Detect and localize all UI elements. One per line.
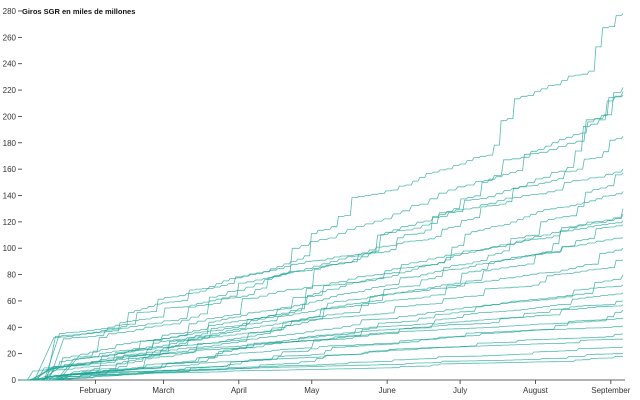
y-tick-label: 80 — [7, 271, 16, 280]
series-line-s11 — [20, 220, 624, 381]
x-tick-label: April — [231, 386, 247, 395]
chart-title: Giros SGR en miles de millones — [22, 7, 135, 16]
series-line-s16 — [20, 274, 624, 381]
y-tick-label: 200 — [3, 112, 17, 121]
series-line-s20 — [20, 304, 624, 381]
x-tick-label: September — [591, 386, 630, 395]
y-tick-label: 60 — [7, 297, 16, 306]
y-tick-label: 220 — [3, 86, 17, 95]
y-tick-label: 20 — [7, 350, 16, 359]
y-tick-label: 240 — [3, 60, 17, 69]
series-line-s6 — [20, 168, 624, 381]
y-tick-label: 140 — [3, 192, 17, 201]
x-tick-label: July — [453, 386, 467, 395]
series-line-s13 — [20, 237, 624, 381]
y-tick-label: 160 — [3, 165, 17, 174]
series-line-s14 — [20, 247, 624, 381]
x-tick-label: March — [152, 386, 174, 395]
series-line-s4 — [20, 95, 624, 381]
x-tick-label: August — [523, 386, 549, 395]
x-tick-label: February — [79, 386, 111, 395]
y-tick-label: 280 — [3, 7, 17, 16]
x-tick-label: June — [378, 386, 396, 395]
x-axis: February March April May June July August Septe… — [20, 379, 631, 395]
y-tick-label: 260 — [3, 33, 17, 42]
series-line-s21 — [20, 309, 624, 381]
y-axis: 0 20 40 60 80 100 120 140 160 180 200 220 240 260 280 — [3, 7, 22, 385]
series-line-s1 — [20, 13, 624, 381]
series-line-s2 — [20, 87, 624, 381]
series-line-s5 — [20, 135, 624, 381]
series-line-s15 — [20, 259, 624, 381]
series-line-s12 — [20, 224, 624, 381]
series-lines — [20, 13, 624, 381]
series-line-s7 — [20, 172, 624, 381]
y-tick-label: 100 — [3, 244, 17, 253]
y-tick-label: 0 — [12, 376, 17, 385]
series-line-s18 — [20, 292, 624, 381]
series-line-s23 — [20, 325, 624, 381]
x-tick-label: May — [304, 386, 319, 395]
y-tick-label: 180 — [3, 139, 17, 148]
series-line-s26 — [20, 346, 624, 381]
series-line-s10 — [20, 213, 624, 381]
series-line-s28 — [20, 355, 624, 381]
y-tick-label: 120 — [3, 218, 17, 227]
y-tick-label: 40 — [7, 323, 16, 332]
